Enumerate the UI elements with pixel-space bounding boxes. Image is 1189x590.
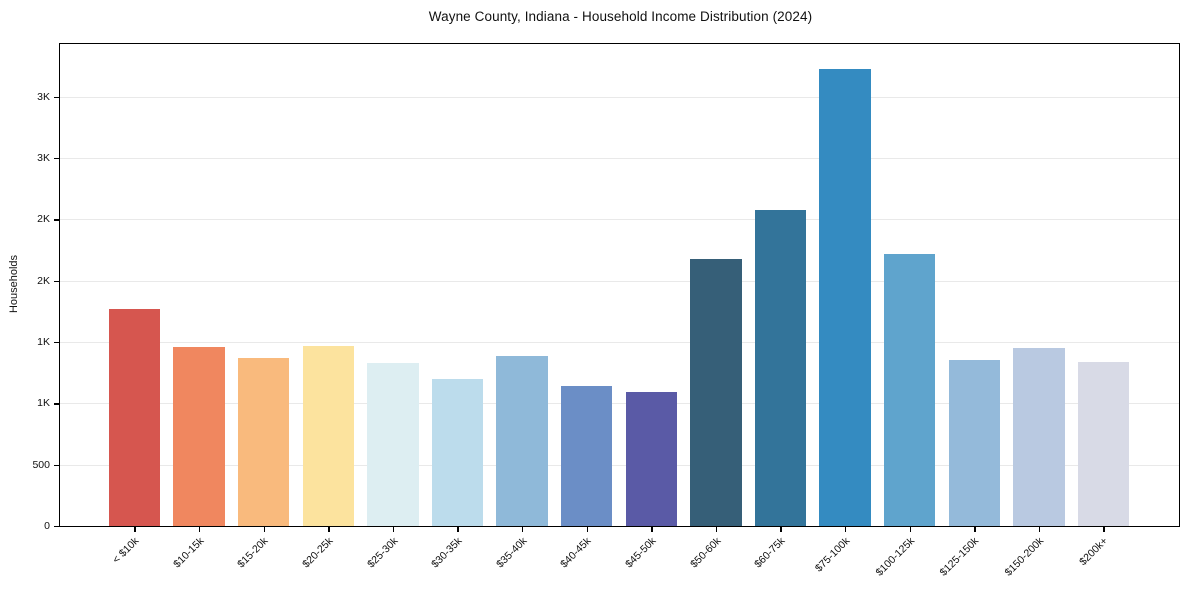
x-tick-mark xyxy=(909,526,911,532)
bar-$20-25k xyxy=(302,346,355,526)
y-tick-mark xyxy=(54,525,59,528)
x-tick-mark xyxy=(845,526,847,532)
x-tick-label: $20-25k xyxy=(300,535,336,571)
bar-$100-125k xyxy=(883,253,936,526)
bar-$35-40k xyxy=(496,355,548,526)
x-tick-label: $10-15k xyxy=(170,535,207,571)
bar-$10-15k xyxy=(173,346,225,526)
bar-$15-20k xyxy=(237,357,290,526)
plot-area xyxy=(59,43,1180,527)
y-tick-label: 3K xyxy=(37,152,50,165)
chart-title: Wayne County, Indiana - Household Income… xyxy=(428,9,813,24)
x-tick-mark xyxy=(457,526,459,532)
y-tick-label: 1K xyxy=(37,397,50,410)
x-tick-mark xyxy=(263,526,265,532)
x-tick-label: $125-150k xyxy=(937,535,982,579)
x-tick-label: $150-200k xyxy=(1002,535,1046,579)
y-tick-mark xyxy=(54,157,59,160)
y-tick-label: 0 xyxy=(44,520,50,533)
bar-$150-200k xyxy=(1013,348,1065,526)
x-tick-mark xyxy=(651,526,653,532)
bar-$25-30k xyxy=(367,362,419,526)
y-tick-mark xyxy=(54,464,59,466)
bar-$50-60k xyxy=(690,259,742,526)
x-tick-mark xyxy=(1038,526,1041,532)
x-tick-mark xyxy=(522,526,524,532)
x-tick-label: $40-45k xyxy=(558,535,594,571)
x-tick-label: $15-20k xyxy=(235,535,271,571)
bar-$75-100k xyxy=(819,69,871,526)
x-tick-mark xyxy=(1103,526,1105,532)
gridline xyxy=(60,96,1179,98)
x-tick-mark xyxy=(392,526,395,532)
gridline xyxy=(60,403,1179,405)
y-tick-mark xyxy=(54,341,59,344)
gridline xyxy=(60,342,1179,344)
x-tick-mark xyxy=(780,526,782,532)
y-tick-mark xyxy=(54,219,59,221)
y-tick-label: 1K xyxy=(37,336,50,349)
bar-< $10k xyxy=(108,308,161,526)
x-tick-label: $25-30k xyxy=(364,535,400,571)
y-tick-label: 2K xyxy=(37,213,50,226)
x-tick-mark xyxy=(586,526,588,532)
y-tick-label: 2K xyxy=(37,274,50,287)
x-tick-label: $200k+ xyxy=(1077,535,1111,569)
x-tick-mark xyxy=(134,526,136,532)
x-tick-label: $60-75k xyxy=(752,535,788,571)
bar-$60-75k xyxy=(754,209,807,526)
x-tick-label: $100-125k xyxy=(873,535,917,579)
gridline xyxy=(60,219,1179,221)
y-tick-mark xyxy=(54,403,59,405)
x-tick-label: $30-35k xyxy=(429,535,465,571)
y-tick-mark xyxy=(54,280,59,282)
x-tick-label: $75-100k xyxy=(812,535,853,575)
gridline xyxy=(60,464,1179,466)
y-tick-mark xyxy=(54,96,59,99)
x-tick-label: $45-50k xyxy=(623,535,659,571)
x-tick-mark xyxy=(328,526,330,532)
bar-$200k+ xyxy=(1077,361,1130,526)
bar-$125-150k xyxy=(948,359,1001,526)
x-tick-mark xyxy=(715,526,718,532)
gridline xyxy=(60,280,1179,282)
x-tick-mark xyxy=(199,526,201,532)
bar-$45-50k xyxy=(625,391,678,526)
y-tick-label: 500 xyxy=(32,458,50,471)
y-tick-label: 3K xyxy=(37,90,50,103)
x-tick-mark xyxy=(974,526,976,532)
x-tick-label: < $10k xyxy=(110,535,142,566)
x-tick-label: $50-60k xyxy=(687,535,723,571)
bar-$40-45k xyxy=(560,386,613,526)
bar-$30-35k xyxy=(431,378,484,526)
gridline xyxy=(60,158,1179,160)
x-tick-label: $35-40k xyxy=(493,535,530,571)
